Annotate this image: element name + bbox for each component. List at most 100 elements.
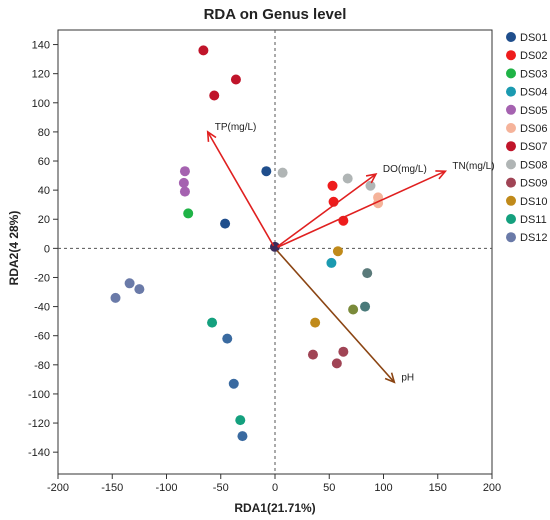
x-tick-label: -100: [155, 482, 177, 494]
y-tick-label: -20: [34, 272, 50, 284]
vector-label: TP(mg/L): [215, 122, 257, 133]
y-tick-label: -100: [28, 389, 50, 401]
vector-label: pH: [401, 372, 414, 383]
overlap-point: [348, 304, 359, 315]
legend-label-ds08: DS08: [520, 159, 548, 171]
legend-label-ds09: DS09: [520, 178, 548, 190]
vector-line: [274, 173, 377, 250]
y-tick-label: 120: [32, 69, 50, 81]
point-ds02: [327, 180, 338, 191]
x-tick-label: -50: [213, 482, 229, 494]
legend-label-ds10: DS10: [520, 196, 548, 208]
point-ds12: [110, 292, 121, 303]
legend-marker-ds05: [506, 104, 516, 115]
overlap-point: [360, 301, 371, 312]
x-tick-label: 50: [323, 482, 335, 494]
env-vectors: TP(mg/L) DO(mg/L) TN(mg/L) pH: [206, 122, 495, 384]
x-axis-label: RDA1(21.71%): [234, 501, 315, 515]
y-tick-label: 80: [38, 127, 50, 139]
point-ds10: [332, 246, 343, 257]
overlap-point: [237, 431, 248, 442]
overlap-point: [362, 268, 373, 279]
point-ds05: [179, 186, 190, 197]
vector-arrowhead: [384, 372, 396, 384]
vector-arrowhead: [365, 173, 378, 184]
x-tick-label: 200: [483, 482, 501, 494]
legend-label-ds12: DS12: [520, 232, 548, 244]
legend-marker-ds10: [506, 195, 516, 206]
overlap-point: [222, 333, 233, 344]
vector-line: [207, 131, 276, 249]
y-axis-ticks: -140 -120 -100 -80 -60 -40 -20 0 20 40 60 80 100 120 1…: [28, 40, 58, 459]
legend-label-ds04: DS04: [520, 87, 548, 99]
legend-label-ds07: DS07: [520, 141, 548, 153]
vector-arrowhead: [435, 170, 448, 180]
point-ds03: [183, 208, 194, 219]
x-tick-label: 0: [272, 482, 278, 494]
zero-lines: [58, 30, 492, 474]
point-ds08: [277, 167, 288, 178]
point-ds09: [331, 358, 342, 369]
point-ds04: [326, 257, 337, 268]
legend-marker-ds07: [506, 141, 516, 152]
y-tick-label: 40: [38, 185, 50, 197]
x-tick-label: -150: [101, 482, 123, 494]
chart-title: RDA on Genus level: [204, 6, 347, 23]
legend-label-ds02: DS02: [520, 50, 548, 62]
y-tick-label: 60: [38, 156, 50, 168]
y-tick-label: -60: [34, 331, 50, 343]
overlap-point: [228, 378, 239, 389]
legend-marker-ds09: [506, 177, 516, 188]
point-ds01: [261, 166, 272, 177]
y-tick-label: 0: [44, 243, 50, 255]
legend-marker-ds11: [506, 214, 516, 224]
point-ds09: [307, 349, 318, 360]
vector-arrowhead: [206, 130, 217, 142]
legend-label-ds01: DS01: [520, 32, 548, 44]
data-points: [110, 45, 384, 442]
vector-line: [274, 170, 446, 250]
legend: DS01 DS02 DS03 DS04 DS05 DS06 DS07 DS08 DS09 DS10…: [506, 32, 548, 244]
legend-marker-ds02: [506, 50, 516, 61]
x-axis-ticks: -200 -150 -100 -50 0 50 100 150 200: [47, 474, 501, 494]
point-ds05: [179, 166, 190, 177]
y-tick-label: -140: [28, 447, 50, 459]
vector-line: [274, 247, 395, 383]
y-tick-label: -40: [34, 302, 50, 314]
point-ds07: [198, 45, 209, 56]
point-ds08: [365, 180, 376, 191]
legend-marker-ds01: [506, 32, 516, 42]
x-tick-label: -200: [47, 482, 69, 494]
point-ds11: [207, 317, 218, 328]
legend-label-ds11: DS11: [520, 214, 547, 226]
point-ds05: [178, 177, 189, 188]
x-tick-label: 100: [374, 482, 392, 494]
point-ds12: [124, 278, 135, 289]
vector-origin: [272, 245, 278, 252]
legend-label-ds06: DS06: [520, 123, 548, 135]
point-ds07: [209, 90, 220, 101]
y-axis-label: RDA2(4 28%): [7, 211, 21, 286]
vector-label: TN(mg/L): [452, 161, 494, 172]
y-tick-label: -120: [28, 418, 50, 430]
point-ds07: [230, 74, 241, 85]
legend-marker-ds04: [506, 86, 516, 97]
legend-label-ds03: DS03: [520, 68, 548, 80]
point-ds01: [220, 218, 231, 229]
point-ds10: [310, 317, 321, 328]
legend-marker-ds12: [506, 232, 516, 243]
legend-marker-ds03: [506, 68, 516, 79]
legend-label-ds05: DS05: [520, 105, 548, 117]
y-tick-label: 140: [32, 40, 50, 52]
x-tick-label: 150: [429, 482, 447, 494]
point-ds11: [235, 415, 246, 426]
point-ds12: [134, 284, 145, 295]
vector-label: DO(mg/L): [383, 164, 427, 175]
legend-marker-ds08: [506, 159, 516, 170]
y-tick-label: 20: [38, 214, 50, 226]
point-ds08: [342, 173, 353, 184]
y-tick-label: 100: [32, 98, 50, 110]
y-tick-label: -80: [34, 360, 50, 372]
point-ds09: [338, 346, 349, 357]
